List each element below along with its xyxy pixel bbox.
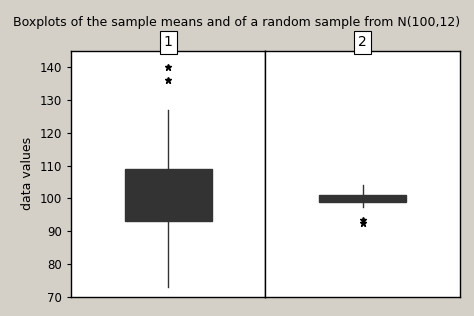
Title: 1: 1 bbox=[164, 35, 173, 49]
PathPatch shape bbox=[319, 195, 406, 202]
PathPatch shape bbox=[125, 169, 212, 222]
Y-axis label: data values: data values bbox=[21, 137, 34, 210]
Text: Boxplots of the sample means and of a random sample from N(100,12): Boxplots of the sample means and of a ra… bbox=[13, 16, 461, 29]
Title: 2: 2 bbox=[358, 35, 367, 49]
